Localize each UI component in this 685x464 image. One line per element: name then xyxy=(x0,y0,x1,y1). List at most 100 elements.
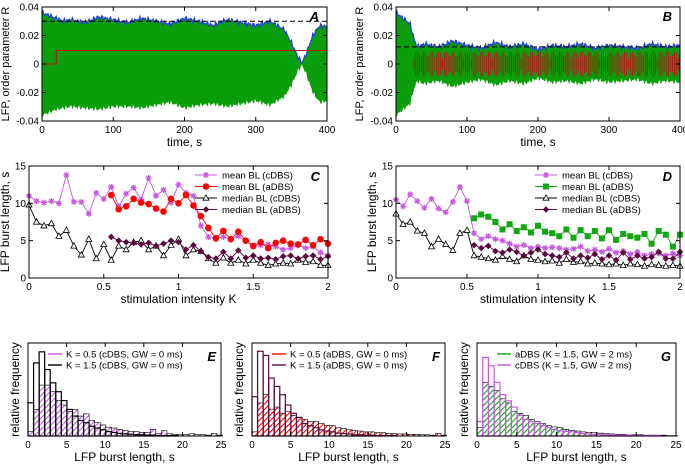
hist-bar xyxy=(72,409,79,437)
legend-label: K = 0.5 (cDBS, GW = 0 ms) xyxy=(66,350,183,361)
data-point xyxy=(249,242,257,250)
data-point xyxy=(669,261,677,268)
data-point xyxy=(520,242,527,249)
data-point xyxy=(122,238,130,246)
data-point xyxy=(272,243,279,250)
panel-label-F: F xyxy=(432,349,441,364)
panel-C: mean BL (cDBS)mean BL (aDBS)median BL (c… xyxy=(25,171,332,268)
data-point xyxy=(499,249,506,256)
data-point xyxy=(499,226,506,233)
data-point xyxy=(513,243,520,250)
data-point xyxy=(627,256,634,263)
data-point xyxy=(556,245,563,252)
legend-label: mean BL (aDBS) xyxy=(562,182,633,193)
data-point xyxy=(470,241,478,249)
data-point xyxy=(160,208,167,215)
data-point xyxy=(242,254,250,262)
data-point xyxy=(648,240,655,247)
hist-bar xyxy=(346,429,353,437)
hist-bar xyxy=(77,415,84,437)
data-point xyxy=(220,227,227,235)
data-point xyxy=(633,260,642,268)
data-point xyxy=(160,240,167,247)
data-point xyxy=(189,245,198,253)
data-point xyxy=(612,256,620,264)
data-point xyxy=(471,230,478,237)
data-point xyxy=(598,259,606,267)
x-tick-label: 0 xyxy=(39,125,45,136)
legend-marker xyxy=(202,193,210,201)
y-axis-label: LFP burst length, s xyxy=(0,172,12,273)
order-parameter-line xyxy=(395,9,681,54)
data-point xyxy=(301,258,310,265)
x-tick-label: 300 xyxy=(601,125,618,136)
panel-F-frame xyxy=(251,342,446,437)
legend-label: mean BL (cDBS) xyxy=(222,171,293,182)
x-axis-label: stimulation intensity K xyxy=(120,292,236,306)
data-point xyxy=(175,200,182,207)
data-point xyxy=(235,247,242,254)
legend-label: median BL (cDBS) xyxy=(222,194,300,205)
panel-G: aDBS (K = 1.5, GW = 2 ms)cDBS (K = 1.5, … xyxy=(476,350,678,437)
data-point xyxy=(399,220,407,227)
y-tick-label: 0 xyxy=(387,274,393,285)
x-tick-label: 0 xyxy=(474,440,480,451)
data-point xyxy=(264,254,272,262)
data-point xyxy=(492,236,499,243)
data-point xyxy=(655,227,662,234)
data-point xyxy=(182,246,190,253)
data-point xyxy=(302,236,309,244)
data-point xyxy=(287,245,294,252)
data-point xyxy=(249,256,257,263)
x-tick-label: 20 xyxy=(631,440,643,451)
data-point xyxy=(584,259,592,267)
x-axis-label: LFP burst length, s xyxy=(526,450,627,464)
data-point xyxy=(627,233,634,240)
data-point xyxy=(584,233,591,240)
data-point xyxy=(264,261,272,268)
hist-bar xyxy=(290,415,297,437)
data-point xyxy=(442,209,449,216)
hist-bar xyxy=(340,428,347,437)
data-point xyxy=(413,226,421,234)
data-point xyxy=(122,245,130,253)
data-point xyxy=(62,226,71,233)
data-point xyxy=(527,245,534,252)
data-point xyxy=(182,251,190,259)
data-point xyxy=(640,262,649,269)
data-point xyxy=(542,245,549,252)
data-point xyxy=(197,212,205,220)
data-point xyxy=(212,255,220,262)
hist-bar xyxy=(83,413,90,437)
data-point xyxy=(570,234,577,241)
data-point xyxy=(577,227,584,234)
data-point xyxy=(541,250,549,258)
panel-label-D: D xyxy=(663,169,673,184)
x-axis-label: time, s xyxy=(520,135,555,149)
data-point xyxy=(190,202,197,209)
y-axis-label: LFP burst length, s xyxy=(365,172,379,273)
data-point xyxy=(484,254,492,262)
data-point xyxy=(427,242,436,250)
data-point xyxy=(534,246,542,253)
legend-marker xyxy=(542,193,550,201)
data-point xyxy=(506,240,513,247)
data-point xyxy=(93,189,100,196)
data-point xyxy=(598,248,605,255)
x-tick-label: 5 xyxy=(514,440,520,451)
data-point xyxy=(78,198,85,205)
data-point xyxy=(242,259,250,267)
x-tick-label: 0.5 xyxy=(460,282,474,293)
panel-G-axes: 0 5 10 15 20 25 LFP burst length, s relative fr… xyxy=(457,342,682,464)
hist-bar xyxy=(301,419,308,437)
hist-bar xyxy=(88,420,96,437)
y-tick-label: 10 xyxy=(382,199,394,210)
data-point xyxy=(287,252,294,259)
legend-marker xyxy=(542,206,550,213)
data-point xyxy=(227,255,235,262)
y-axis-label: LFP, order parameter R xyxy=(0,7,12,122)
data-point xyxy=(63,171,70,178)
hist-bar xyxy=(511,410,518,437)
data-point xyxy=(407,191,414,198)
data-point xyxy=(107,256,115,263)
